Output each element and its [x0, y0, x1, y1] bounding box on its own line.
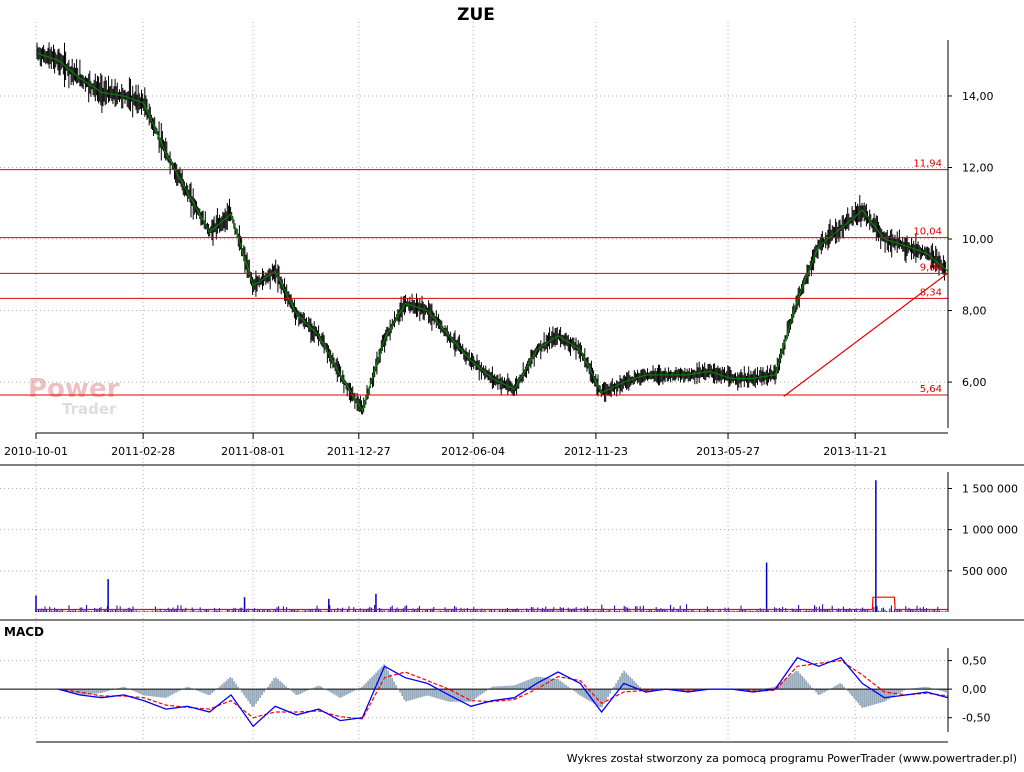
- xlabel-1: 2011-02-28: [111, 445, 175, 458]
- volume-bars: [35, 480, 947, 612]
- level-label-2: 9,04: [920, 262, 942, 273]
- grid-layer: [0, 22, 948, 742]
- volume-ylabel-2: 500 000: [962, 565, 1008, 578]
- xlabel-0: 2010-10-01: [4, 445, 68, 458]
- xlabel-6: 2013-05-27: [696, 445, 760, 458]
- powertrader-watermark: Power Trader: [28, 374, 120, 418]
- volume-average-line: [36, 596, 948, 611]
- footer-credit: Wykres został stworzony za pomocą progra…: [567, 752, 1017, 765]
- macd-ylabel-0: 0,50: [962, 655, 987, 668]
- watermark-line1: Power: [28, 374, 120, 404]
- price-line: [35, 52, 949, 413]
- price-panel: 11,94 10,04 9,04 8,34 5,64: [0, 42, 949, 415]
- xlabel-3: 2011-12-27: [327, 445, 391, 458]
- macd-histogram: [59, 664, 947, 708]
- macd-panel: [0, 656, 949, 728]
- level-label-3: 8,34: [920, 287, 942, 298]
- axes-layer: 14,00 12,00 10,00 8,00 6,00 1 500 000 1 000 00…: [0, 40, 1024, 743]
- signal-line: [58, 659, 949, 720]
- xlabel-5: 2012-11-23: [564, 445, 628, 458]
- trendline: [783, 272, 949, 397]
- volume-ylabel-1: 1 000 000: [962, 524, 1018, 537]
- macd-title: MACD: [4, 625, 44, 639]
- xlabel-2: 2011-08-01: [221, 445, 285, 458]
- level-label-1: 10,04: [913, 227, 942, 238]
- watermark-line2: Trader: [62, 400, 117, 418]
- price-ylabel-0: 14,00: [962, 90, 994, 103]
- macd-line: [57, 656, 949, 728]
- price-ylabel-4: 6,00: [962, 376, 987, 389]
- xlabel-4: 2012-06-04: [441, 445, 505, 458]
- level-label-4: 5,64: [920, 384, 942, 395]
- macd-ylabel-2: -0,50: [962, 712, 990, 725]
- chart-title: ZUE: [457, 5, 495, 25]
- volume-panel: [35, 480, 948, 612]
- xlabel-7: 2013-11-21: [823, 445, 887, 458]
- price-ylabel-2: 10,00: [962, 233, 994, 246]
- macd-ylabel-1: 0,00: [962, 683, 987, 696]
- price-ylabel-1: 12,00: [962, 161, 994, 174]
- volume-ylabel-0: 1 500 000: [962, 482, 1018, 495]
- price-candles: [36, 42, 947, 415]
- level-label-0: 11,94: [913, 159, 942, 170]
- price-ylabel-3: 8,00: [962, 305, 987, 318]
